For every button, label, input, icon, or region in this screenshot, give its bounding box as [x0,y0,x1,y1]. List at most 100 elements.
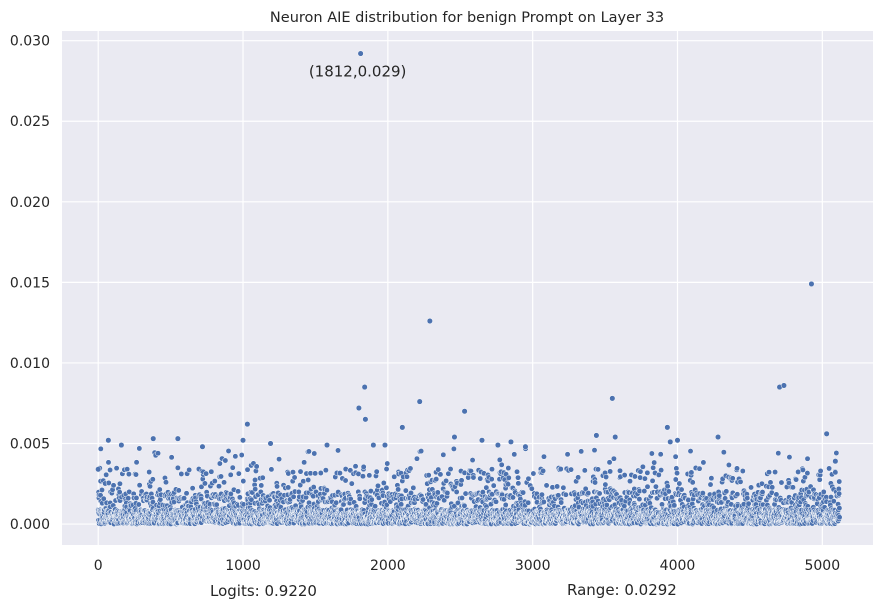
neuron-point [665,488,672,495]
neuron-point [110,482,117,489]
neuron-point [317,470,324,476]
neuron-point [155,450,161,457]
neuron-point [235,470,242,477]
neuron-point [708,475,715,482]
neuron-point [541,453,547,460]
neuron-point [652,483,659,490]
neuron-point [585,490,592,497]
neuron-point [502,501,509,508]
neuron-point [700,459,707,466]
neuron-point [266,497,273,504]
neuron-point [380,480,387,486]
neuron-point [592,479,599,486]
neuron-point [789,484,796,491]
neuron-point [135,501,142,508]
neuron-point [146,469,153,475]
neuron-point [596,490,603,497]
neuron-point [99,487,105,493]
neuron-point [216,460,223,467]
neuron-point [793,476,800,483]
neuron-point [434,489,441,496]
neuron-point [734,491,741,498]
neuron-point [651,459,658,466]
neuron-point [133,471,139,478]
neuron-point [729,475,736,482]
neuron-point [342,477,349,484]
neuron-point [253,463,260,470]
neuron-point [136,482,143,489]
neuron-point [520,489,527,496]
neuron-point [672,453,679,460]
chart-title: Neuron AIE distribution for benign Promp… [270,10,664,26]
neuron-point [305,448,312,455]
neuron-point [147,483,154,490]
neuron-point [540,498,547,505]
neuron-point [723,488,730,495]
neuron-point [767,479,774,486]
neuron-point [641,475,648,482]
neuron-point [360,463,367,470]
neuron-point [775,450,782,457]
neuron-point [631,473,638,480]
neuron-point [201,480,208,487]
neuron-point [244,466,251,473]
neuron-point [769,484,776,491]
neuron-point [183,490,190,497]
neuron-point [558,499,565,506]
neuron-point [368,496,375,503]
neuron-point [373,468,380,475]
neuron-point [216,483,222,490]
neuron-point [637,474,644,481]
neuron-point [218,473,224,480]
neuron-point [737,478,744,485]
neuron-point [175,487,182,494]
neuron-point [748,484,755,491]
neuron-point [560,484,567,491]
neuron-point [240,478,247,485]
neuron-point [759,489,766,496]
neuron-point [696,465,703,472]
neuron-point [469,457,476,464]
neuron-point [375,482,381,489]
neuron-point [359,473,366,480]
neuron-point [290,469,296,476]
neuron-point [285,484,292,491]
neuron-point [498,461,505,468]
neuron-point [227,471,234,478]
neuron-point [444,490,451,496]
neuron-point [804,470,811,477]
neuron-point [470,474,477,481]
neuron-point [591,447,598,454]
neuron-point [595,466,601,473]
neuron-point [510,494,516,501]
neuron-point [312,470,319,477]
neuron-point [505,474,512,481]
neuron-point [649,477,656,484]
neuron-point [156,486,163,493]
neuron-point [311,450,318,457]
neuron-point [236,494,243,501]
neuron-point [564,451,571,458]
neuron-point [450,445,457,452]
neuron-point [425,472,432,479]
neuron-point [766,469,772,476]
neuron-point [772,469,779,475]
neuron-point [617,467,623,474]
neuron-point [554,483,561,490]
neuron-point [252,476,258,483]
neuron-point [290,493,297,500]
neuron-point [447,466,454,472]
data-points [95,50,843,527]
neuron-point [133,459,140,466]
neuron-point [222,457,229,464]
neuron-point [136,445,143,452]
neuron-point [402,487,409,494]
neuron-point [383,466,390,472]
neuron-point [297,468,304,475]
neuron-point [395,486,402,493]
neuron-point [525,499,532,506]
neuron-point [581,467,588,474]
neuron-point [384,460,391,467]
neuron-point [186,466,193,473]
neuron-point [739,468,746,474]
